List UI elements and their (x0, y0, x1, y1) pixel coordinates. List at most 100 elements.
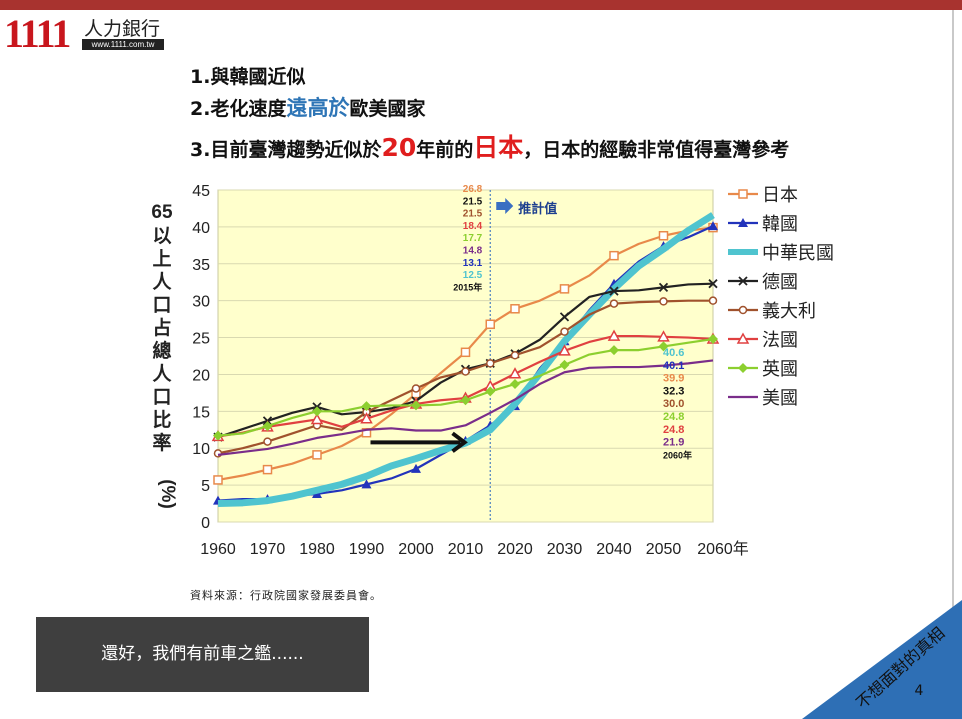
banner-text: 還好，我們有前車之鑑...... (101, 644, 304, 664)
legend-label-英國: 英國 (762, 359, 798, 380)
bullet-1-text: 1.與韓國近似 (190, 66, 306, 88)
label-2060-year: 2060年 (663, 449, 692, 460)
y-axis-label-char: 口 (152, 295, 171, 316)
y-axis-label-char: 口 (152, 387, 171, 408)
aging-population-chart: 0 5 10 15 20 25 30 35 40 45 1960 1970 1980 1990 2000 20… (151, 183, 834, 558)
corner-triangle (802, 600, 962, 719)
x-tick-label: 1980 (299, 541, 335, 558)
brand-logo: 1111 人力銀行 www.1111.com.tw (4, 14, 164, 56)
data-point-英國 (510, 379, 520, 390)
data-point-義大利 (708, 296, 718, 305)
legend-label-德國: 德國 (762, 272, 798, 293)
bullet-2-post: 歐美國家 (349, 98, 426, 120)
data-point-德國 (658, 282, 669, 293)
data-point-日本 (658, 230, 669, 241)
label-2060-日本: 39.9 (663, 373, 684, 385)
top-accent-bar (0, 0, 962, 10)
label-2015-中華民國: 12.5 (463, 270, 483, 281)
bullet-3-post: ，日本的經驗非常值得臺灣參考 (523, 139, 790, 161)
data-point-韓國 (361, 479, 372, 489)
data-point-義大利 (659, 297, 668, 306)
x-tick-label: 1990 (349, 541, 385, 558)
x-tick-label: 2000 (398, 541, 434, 558)
legend-label-韓國: 韓國 (762, 214, 798, 235)
label-2015-義大利: 21.5 (463, 209, 483, 220)
y-tick-label: 40 (192, 220, 210, 237)
data-point-日本 (559, 284, 570, 294)
label-2015-美國: 14.8 (463, 246, 483, 257)
label-2015-英國: 17.7 (463, 233, 483, 244)
data-point-義大利 (560, 327, 569, 336)
takeaway-banner: 還好，我們有前車之鑑...... (36, 617, 369, 692)
data-point-義大利 (486, 359, 495, 368)
bullet-2-pre: 2.老化速度 (190, 98, 287, 120)
data-point-韓國 (708, 221, 718, 231)
data-point-法國 (310, 412, 324, 425)
legend-label-美國: 美國 (762, 388, 798, 409)
bullet-3-mid: 年前的 (416, 139, 474, 161)
data-point-德國 (559, 312, 570, 322)
y-tick-label: 35 (192, 257, 210, 274)
data-point-英國 (559, 359, 570, 370)
label-2060-義大利: 30.0 (663, 398, 684, 410)
data-point-日本 (485, 319, 495, 330)
data-point-英國 (312, 406, 322, 417)
legend-marker-法國 (736, 332, 750, 344)
legend-label-義大利: 義大利 (762, 301, 816, 322)
legend-marker-義大利 (738, 305, 748, 315)
data-point-英國 (609, 345, 619, 356)
y-tick-label: 20 (192, 367, 210, 384)
source-note: 資料來源：行政院國家發展委員會。 (190, 589, 382, 602)
y-axis-label-part: 65 (151, 202, 173, 223)
legend-marker-韓國 (738, 218, 748, 227)
data-point-法國 (558, 344, 571, 356)
data-point-英國 (262, 421, 273, 432)
bullet-point-2: 2.老化速度遠高於歐美國家 (190, 92, 425, 122)
x-tick-label: 2050 (646, 541, 682, 558)
label-2060-德國: 32.3 (663, 385, 684, 397)
legend-marker-日本 (738, 189, 748, 199)
page-number: 4 (915, 683, 924, 699)
y-tick-label: 0 (201, 515, 210, 532)
y-axis-label-char: 上 (152, 248, 171, 270)
legend-label-法國: 法國 (762, 330, 798, 351)
data-point-義大利 (263, 437, 272, 446)
y-tick-label: 45 (192, 183, 210, 200)
data-point-德國 (609, 286, 619, 296)
data-point-義大利 (213, 449, 223, 458)
data-point-德國 (708, 279, 718, 289)
slide-edge-rule (952, 10, 954, 719)
label-2060-法國: 24.8 (663, 424, 684, 436)
data-point-日本 (312, 450, 322, 460)
bullet-2-highlight: 遠高於 (286, 96, 350, 120)
label-2060-英國: 24.8 (663, 411, 684, 423)
legend-marker-英國 (738, 363, 748, 373)
data-point-義大利 (609, 299, 619, 308)
bullet-3-highlight: 日本 (473, 133, 524, 162)
data-point-法國 (508, 367, 522, 379)
bullet-point-1: 1.與韓國近似 (190, 62, 305, 89)
legend-marker-德國 (738, 276, 748, 286)
legend-label-日本: 日本 (762, 185, 798, 206)
y-tick-label: 5 (201, 478, 210, 495)
x-tick-label: 2040 (596, 541, 632, 558)
data-point-英國 (658, 341, 669, 352)
logo-brand-name: 人力銀行 (84, 18, 161, 40)
y-tick-label: 15 (192, 404, 210, 421)
data-point-日本 (510, 304, 520, 314)
y-axis-label-char: 人 (152, 363, 172, 385)
x-tick-label: 1970 (250, 541, 286, 558)
data-point-英國 (213, 430, 223, 441)
data-point-日本 (609, 250, 619, 261)
y-tick-label: 25 (192, 331, 210, 348)
label-2060-韓國: 40.1 (663, 360, 684, 372)
bullet-point-3: 3.目前臺灣趨勢近似於20年前的日本，日本的經驗非常值得臺灣參考 (190, 128, 789, 164)
page-corner-tab: 不想面對的真相 4 (802, 600, 962, 719)
x-tick-label: 1960 (200, 541, 236, 558)
data-point-英國 (708, 334, 718, 345)
data-point-英國 (411, 400, 421, 411)
data-point-日本 (262, 464, 273, 475)
x-tick-label: 2010 (448, 541, 484, 558)
label-2015-日本: 26.8 (463, 184, 483, 195)
label-2015-德國: 21.5 (463, 196, 483, 207)
